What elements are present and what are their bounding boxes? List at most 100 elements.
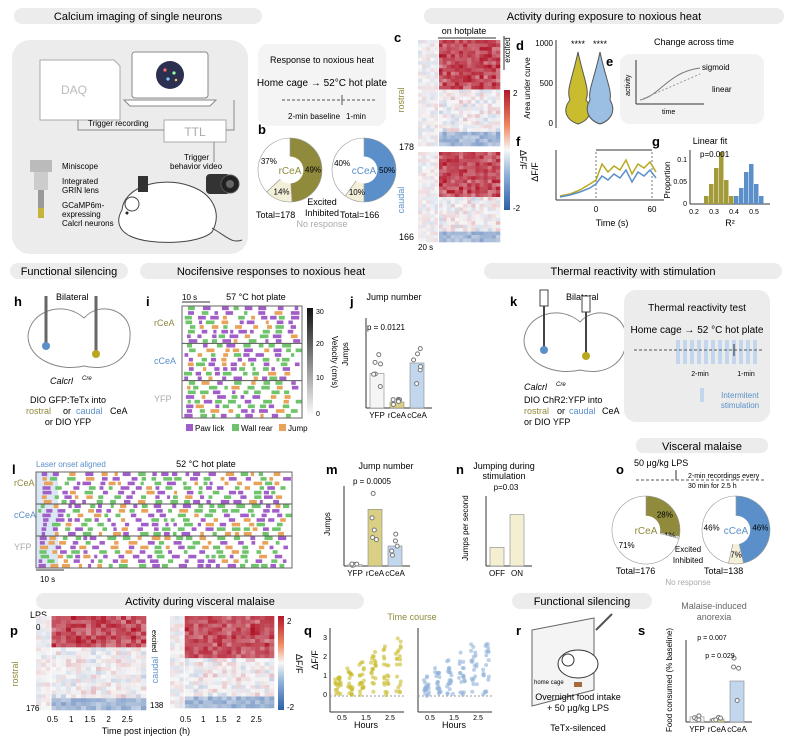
k-caudal: caudal [569, 406, 596, 416]
heatmap-cell [463, 114, 468, 119]
behavior-event [99, 486, 104, 490]
heatmap-cell [81, 639, 87, 644]
heatmap-cell [495, 221, 501, 225]
behavior-event [137, 536, 142, 541]
q-point [446, 669, 451, 674]
heatmap-cell [222, 669, 228, 674]
heatmap-cell [226, 688, 232, 693]
heatmap-cell [212, 619, 218, 624]
heatmap-cell [422, 186, 427, 191]
behavior-event [258, 311, 266, 315]
heatmap-cell [450, 210, 456, 215]
heatmap-cell [446, 89, 452, 94]
behavior-event [38, 559, 43, 563]
behavior-event [262, 541, 269, 545]
heatmap-cell [438, 155, 443, 160]
heatmap-cell [131, 655, 137, 660]
behavior-event [252, 527, 258, 531]
heatmap-cell [418, 107, 423, 111]
heatmap-cell [483, 57, 488, 62]
heatmap-cell [471, 107, 476, 111]
heatmap-cell [442, 100, 447, 104]
behavior-event [255, 559, 263, 563]
heatmap-cell [426, 71, 431, 76]
behavior-event [51, 522, 61, 527]
behavior-event [221, 306, 229, 311]
hist-bar-caudal [734, 196, 739, 204]
heatmap-cell [116, 674, 122, 679]
heatmap-cell [51, 623, 57, 629]
behavior-event [232, 348, 240, 353]
heatmap-cell [418, 124, 423, 129]
heatmap-cell [467, 217, 472, 222]
q-point [361, 667, 366, 672]
behavior-event [208, 362, 216, 367]
heatmap-cell [471, 221, 476, 225]
heatmap-cell [116, 682, 122, 687]
heatmap-cell [438, 96, 443, 101]
heatmap-cell [131, 690, 137, 695]
heatmap-cell [259, 631, 265, 636]
heatmap-cell [438, 203, 443, 208]
heatmap-cell [454, 96, 460, 101]
behavior-event [110, 499, 116, 504]
heatmap-cell [81, 694, 87, 699]
behavior-event [98, 559, 103, 563]
behavior-event [211, 339, 218, 343]
r-line3: TeTx-silenced [550, 723, 606, 733]
q-point [470, 689, 475, 694]
behavior-event [237, 481, 242, 486]
heatmap-cell [106, 666, 112, 672]
behavior-event [118, 554, 125, 559]
heatmap-cell [450, 117, 456, 122]
r-line2: + 50 μg/kg LPS [547, 703, 609, 713]
heatmap-cell [207, 673, 213, 678]
heatmap-cell [203, 677, 209, 682]
behavior-event [202, 339, 208, 343]
heatmap-cell [212, 673, 218, 678]
behavior-event [39, 545, 49, 550]
behavior-event [215, 399, 222, 404]
behavior-event [74, 495, 79, 499]
heatmap-cell [61, 651, 67, 656]
heatmap-cell [422, 89, 427, 94]
behavior-event [245, 413, 253, 418]
heatmap-cell [36, 663, 42, 668]
heatmap-cell [430, 172, 435, 177]
heatmap-cell [418, 231, 423, 236]
behavior-event [184, 371, 193, 376]
pie-percent-label: 49% [305, 165, 321, 174]
heatmap-cell [207, 639, 213, 644]
heatmap-cell [101, 643, 107, 648]
heatmap-cell [264, 654, 270, 659]
heatmap-cell [207, 704, 213, 709]
behavior-event [132, 554, 140, 559]
behavior-event [185, 495, 193, 499]
q-point [461, 659, 466, 664]
behavior-event [179, 509, 189, 513]
heatmap-cell [495, 238, 501, 243]
heatmap-cell [471, 71, 476, 76]
heatmap-cell [41, 706, 47, 711]
heatmap-cell [459, 107, 464, 111]
heatmap-cell [442, 68, 447, 73]
q-point [338, 680, 343, 685]
heatmap-cell [422, 40, 427, 44]
behavior-event [133, 504, 138, 509]
gcamp-label: Calcrl neurons [62, 219, 114, 228]
behavior-event [40, 554, 50, 559]
behavior-event [84, 518, 92, 522]
behavior-event [261, 385, 270, 390]
heatmap-cell [430, 124, 435, 129]
heatmap-cell [454, 138, 460, 143]
behavior-event [197, 522, 202, 527]
heatmap-cell [467, 82, 472, 87]
g-xtick: 0.5 [749, 209, 759, 216]
heatmap-cell [475, 158, 480, 163]
heatmap-cell [91, 682, 97, 687]
heatmap-cell [111, 655, 117, 660]
heatmap-cell [467, 50, 472, 55]
heatmap-cell [136, 690, 142, 695]
heatmap-cell [438, 107, 443, 111]
legend-inhibited: Inhibited [305, 208, 339, 218]
